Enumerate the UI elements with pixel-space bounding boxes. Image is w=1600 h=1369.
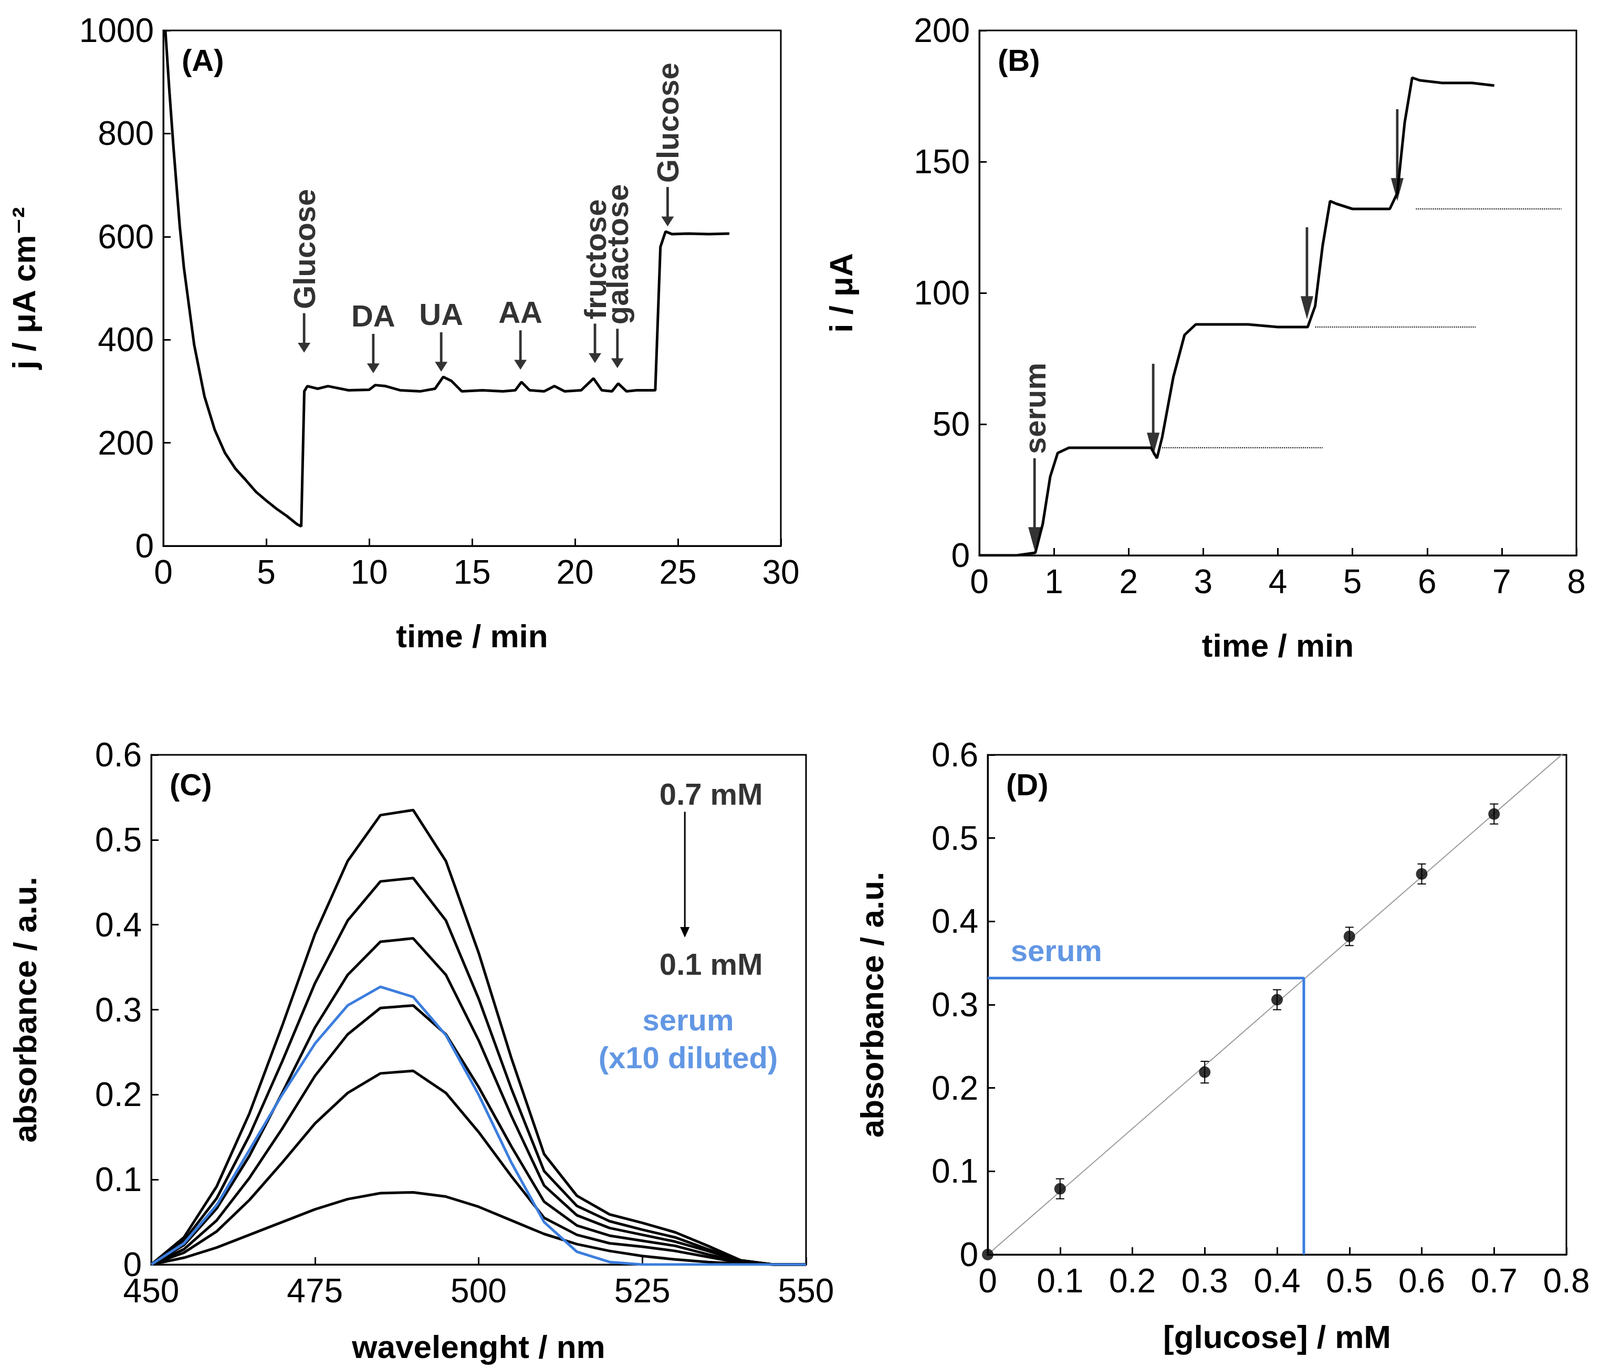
- svg-text:0.4: 0.4: [1253, 1262, 1301, 1301]
- svg-text:i / μA: i / μA: [822, 253, 860, 333]
- svg-text:serum: serum: [1010, 933, 1103, 968]
- svg-text:absorbance / a.u.: absorbance / a.u.: [6, 876, 44, 1144]
- svg-text:Glucose: Glucose: [287, 189, 322, 310]
- svg-text:0.6: 0.6: [1398, 1262, 1446, 1301]
- svg-text:600: 600: [97, 217, 154, 256]
- svg-text:absorbance / a.u.: absorbance / a.u.: [853, 872, 891, 1139]
- svg-text:AA: AA: [498, 295, 543, 330]
- svg-text:5: 5: [256, 553, 276, 592]
- svg-text:200: 200: [913, 11, 970, 50]
- svg-text:0: 0: [134, 527, 154, 566]
- svg-text:0.5: 0.5: [931, 819, 979, 858]
- svg-text:100: 100: [913, 274, 970, 312]
- svg-text:time / min: time / min: [1201, 627, 1354, 664]
- svg-text:525: 525: [614, 1272, 671, 1311]
- svg-text:0.3: 0.3: [1181, 1262, 1229, 1301]
- svg-text:0.5: 0.5: [95, 821, 142, 860]
- svg-text:0: 0: [950, 536, 970, 575]
- svg-text:0.2: 0.2: [1109, 1262, 1156, 1301]
- svg-text:0.4: 0.4: [931, 902, 979, 941]
- svg-text:0.3: 0.3: [931, 986, 979, 1024]
- svg-text:0.1: 0.1: [1036, 1262, 1084, 1301]
- svg-text:serum: serum: [1017, 362, 1052, 455]
- svg-text:[glucose] / mM: [glucose] / mM: [1163, 1319, 1392, 1356]
- svg-text:j / μA cm⁻²: j / μA cm⁻²: [5, 206, 43, 371]
- svg-text:20: 20: [556, 553, 594, 592]
- svg-text:DA: DA: [351, 298, 396, 333]
- svg-text:550: 550: [778, 1272, 835, 1311]
- svg-text:Glucose: Glucose: [650, 62, 685, 183]
- svg-text:0.2: 0.2: [95, 1075, 142, 1114]
- svg-text:2: 2: [1119, 562, 1138, 601]
- svg-text:0.1 mM: 0.1 mM: [659, 947, 763, 982]
- svg-text:0: 0: [153, 553, 173, 592]
- svg-text:200: 200: [97, 424, 154, 463]
- svg-text:6: 6: [1417, 562, 1437, 601]
- svg-text:1000: 1000: [79, 11, 154, 50]
- svg-text:0.6: 0.6: [931, 736, 979, 775]
- svg-text:0.1: 0.1: [931, 1152, 979, 1191]
- svg-text:0: 0: [123, 1246, 142, 1284]
- svg-text:0: 0: [978, 1262, 998, 1301]
- svg-text:0.1: 0.1: [95, 1161, 142, 1199]
- svg-text:150: 150: [913, 142, 970, 181]
- svg-text:25: 25: [659, 553, 697, 592]
- svg-text:(B): (B): [997, 43, 1041, 78]
- svg-text:50: 50: [932, 405, 970, 444]
- svg-text:7: 7: [1492, 562, 1512, 601]
- svg-text:0.7 mM: 0.7 mM: [659, 777, 763, 812]
- svg-text:0.2: 0.2: [931, 1069, 979, 1108]
- svg-text:0.8: 0.8: [1543, 1262, 1591, 1301]
- svg-text:800: 800: [97, 114, 154, 153]
- svg-text:galactose: galactose: [600, 184, 635, 326]
- svg-text:8: 8: [1566, 562, 1586, 601]
- svg-text:0.3: 0.3: [95, 991, 142, 1030]
- svg-text:wavelenght / nm: wavelenght / nm: [351, 1329, 605, 1366]
- svg-text:0.5: 0.5: [1325, 1262, 1373, 1301]
- svg-text:400: 400: [97, 320, 154, 359]
- svg-text:(x10 diluted): (x10 diluted): [598, 1040, 779, 1075]
- svg-text:30: 30: [761, 553, 800, 592]
- svg-text:500: 500: [450, 1272, 507, 1311]
- svg-text:(D): (D): [1006, 767, 1049, 802]
- svg-text:4: 4: [1268, 562, 1288, 601]
- svg-text:(A): (A): [181, 43, 225, 78]
- svg-text:3: 3: [1194, 562, 1213, 601]
- svg-text:UA: UA: [419, 297, 464, 332]
- svg-text:0.6: 0.6: [95, 736, 142, 775]
- svg-text:450: 450: [123, 1272, 180, 1311]
- svg-text:0: 0: [969, 562, 989, 601]
- svg-text:1: 1: [1044, 562, 1064, 601]
- svg-text:10: 10: [350, 553, 388, 592]
- svg-text:0: 0: [959, 1236, 979, 1274]
- svg-text:475: 475: [286, 1272, 343, 1311]
- svg-text:time / min: time / min: [395, 618, 548, 655]
- svg-text:0.4: 0.4: [95, 906, 142, 945]
- svg-text:15: 15: [453, 553, 491, 592]
- svg-text:5: 5: [1343, 562, 1363, 601]
- svg-text:0.7: 0.7: [1470, 1262, 1518, 1301]
- svg-text:serum: serum: [642, 1002, 734, 1038]
- svg-text:fructose: fructose: [577, 199, 613, 320]
- svg-text:(C): (C): [169, 767, 213, 802]
